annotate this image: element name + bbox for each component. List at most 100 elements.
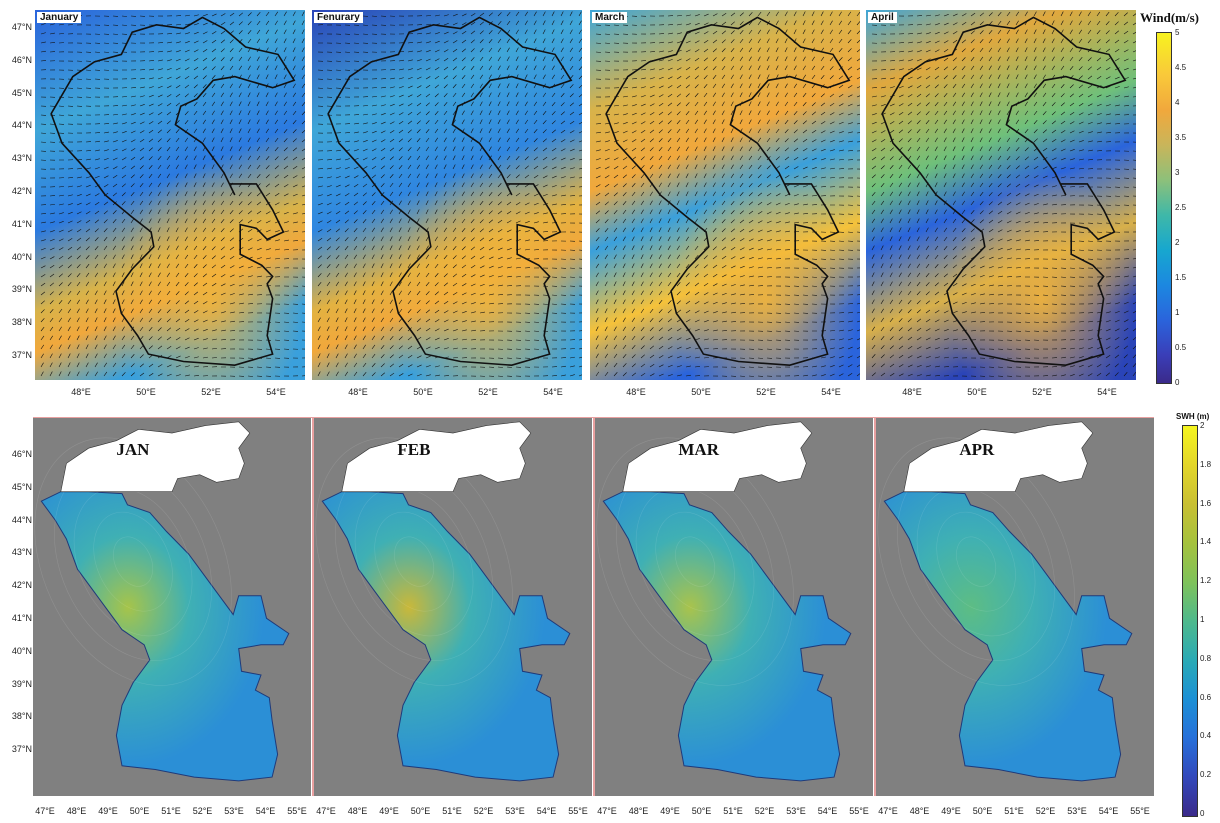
caspian-sea-swh <box>321 491 571 782</box>
wind-month-label: March <box>592 12 628 23</box>
wind-x-tick: 48°E <box>71 387 91 397</box>
swh-x-tick: 48°E <box>909 806 930 816</box>
swh-x-tick: 53°E <box>224 806 244 816</box>
swh-top-border <box>33 417 1154 418</box>
wind-colorbar-tick: 3 <box>1175 168 1180 177</box>
wind-map-2: Fenurary <box>312 10 582 380</box>
wind-y-tick: 38°N <box>11 317 32 328</box>
swh-y-tick: 41°N <box>11 613 32 623</box>
wind-map-svg <box>35 10 305 380</box>
wind-x-tick: 48°E <box>626 387 646 397</box>
swh-x-tick: 54°E <box>255 806 276 816</box>
wind-colorbar-tick: 3.5 <box>1175 133 1187 142</box>
swh-x-tick: 51°E <box>723 806 743 816</box>
swh-x-tick: 49°E <box>379 806 399 816</box>
swh-x-tick: 55°E <box>1130 806 1150 816</box>
wind-x-tick: 54°E <box>543 387 563 397</box>
wind-map-svg <box>590 10 860 380</box>
wind-map-1: January <box>35 10 305 380</box>
swh-x-tick: 50°E <box>691 806 712 816</box>
caspian-sea-swh <box>40 491 290 782</box>
north-caspian-mask <box>903 421 1094 492</box>
wind-colorbar-tick: 1.5 <box>1175 273 1187 282</box>
caspian-outline <box>605 16 851 367</box>
panel-separator <box>593 418 595 796</box>
wind-x-tick: 48°E <box>902 387 922 397</box>
wind-month-label: January <box>37 12 82 23</box>
wind-colorbar-tick: 1 <box>1175 308 1180 317</box>
swh-x-tick: 50°E <box>410 806 431 816</box>
swh-x-tick: 55°E <box>849 806 869 816</box>
swh-colorbar <box>1182 425 1198 817</box>
wind-y-tick: 44°N <box>11 120 32 131</box>
swh-x-tick: 49°E <box>660 806 680 816</box>
caspian-outline <box>881 16 1127 367</box>
swh-colorbar-tick: 0 <box>1200 809 1205 818</box>
swh-colorbar-tick: 1.4 <box>1200 537 1212 547</box>
swh-x-tick: 47°E <box>316 806 336 816</box>
swh-x-tick: 51°E <box>161 806 181 816</box>
swh-colorbar-tick: 1.2 <box>1200 576 1212 586</box>
swh-map-1: JAN <box>33 418 311 796</box>
swh-y-tick: 44°N <box>11 514 32 525</box>
swh-colorbar-tick: 1.8 <box>1200 459 1212 469</box>
wind-x-tick: 52°E <box>478 387 498 397</box>
swh-colorbar-title: SWH (m) <box>1176 412 1210 421</box>
swh-colorbar-tick: 0.4 <box>1200 731 1212 741</box>
wind-x-tick: 50°E <box>967 387 987 397</box>
swh-x-tick: 52°E <box>473 806 494 816</box>
wind-x-tick: 52°E <box>201 387 221 397</box>
swh-y-tick: 37°N <box>11 744 32 755</box>
swh-month-label: APR <box>959 440 995 459</box>
swh-x-tick: 52°E <box>1035 806 1056 816</box>
swh-x-tick: 51°E <box>442 806 462 816</box>
swh-map-svg <box>595 418 873 796</box>
swh-colorbar-tick: 1 <box>1200 615 1205 624</box>
swh-x-tick: 51°E <box>1004 806 1024 816</box>
wind-colorbar <box>1156 32 1172 384</box>
swh-map-3: MAR <box>595 418 873 796</box>
north-caspian-mask <box>60 421 251 492</box>
wind-x-tick: 48°E <box>348 387 368 397</box>
swh-y-tick: 46°N <box>11 449 32 459</box>
wind-y-tick: 46°N <box>11 54 32 65</box>
wind-month-label: Fenurary <box>314 12 363 23</box>
wind-map-svg <box>312 10 582 380</box>
panel-separator <box>312 418 314 796</box>
swh-y-tick: 38°N <box>11 711 32 722</box>
wind-map-4: April <box>866 10 1136 380</box>
swh-colorbar-tick: 0.6 <box>1200 692 1212 702</box>
wind-map-svg <box>866 10 1136 380</box>
wind-colorbar-tick: 2.5 <box>1175 203 1187 212</box>
swh-x-tick: 55°E <box>287 806 307 816</box>
swh-x-tick: 54°E <box>536 806 557 816</box>
wind-y-tick: 41°N <box>11 218 32 229</box>
caspian-sea-swh <box>883 491 1133 782</box>
wind-colorbar-tick: 5 <box>1175 28 1180 37</box>
swh-x-tick: 53°E <box>505 806 525 816</box>
swh-x-tick: 54°E <box>817 806 838 816</box>
swh-month-label: JAN <box>116 440 150 459</box>
wind-x-tick: 50°E <box>413 387 433 397</box>
swh-x-tick: 49°E <box>98 806 118 816</box>
wind-x-tick: 50°E <box>691 387 711 397</box>
wind-colorbar-tick: 0.5 <box>1175 343 1187 352</box>
swh-x-tick: 55°E <box>568 806 588 816</box>
swh-y-tick: 39°N <box>11 678 32 689</box>
wind-y-tick: 40°N <box>11 251 32 262</box>
swh-x-tick: 47°E <box>878 806 898 816</box>
north-caspian-mask <box>622 421 813 492</box>
wind-y-tick: 47°N <box>11 22 32 32</box>
wind-x-tick: 54°E <box>1097 387 1117 397</box>
swh-y-tick: 45°N <box>11 481 32 492</box>
swh-map-svg <box>314 418 592 796</box>
swh-map-4: APR <box>876 418 1154 796</box>
swh-colorbar-tick: 0.8 <box>1200 653 1212 663</box>
wind-y-tick: 37°N <box>11 350 32 360</box>
wind-x-tick: 52°E <box>756 387 776 397</box>
wind-y-tick: 39°N <box>11 284 32 295</box>
swh-x-tick: 48°E <box>347 806 368 816</box>
swh-y-tick: 40°N <box>11 645 32 656</box>
panel-separator <box>874 418 876 796</box>
wind-colorbar-title: Wind(m/s) <box>1140 10 1199 25</box>
